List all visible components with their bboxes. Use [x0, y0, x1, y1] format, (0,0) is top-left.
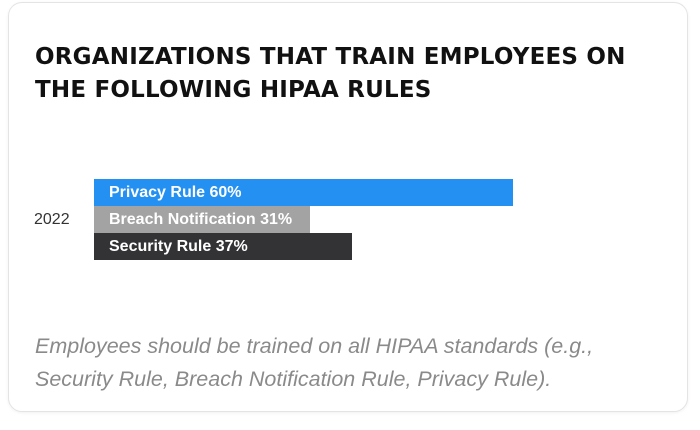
bar-breach-notification: Breach Notification 31%: [94, 206, 311, 233]
chart-card: ORGANIZATIONS THAT TRAIN EMPLOYEES ON TH…: [8, 2, 688, 412]
bar-security-rule: Security Rule 37%: [94, 233, 353, 260]
category-label: 2022: [34, 211, 70, 228]
chart-title: ORGANIZATIONS THAT TRAIN EMPLOYEES ON TH…: [35, 44, 626, 103]
bar-privacy-rule: Privacy Rule 60%: [94, 179, 513, 206]
chart-footnote: Employees should be trained on all HIPAA…: [35, 334, 594, 391]
